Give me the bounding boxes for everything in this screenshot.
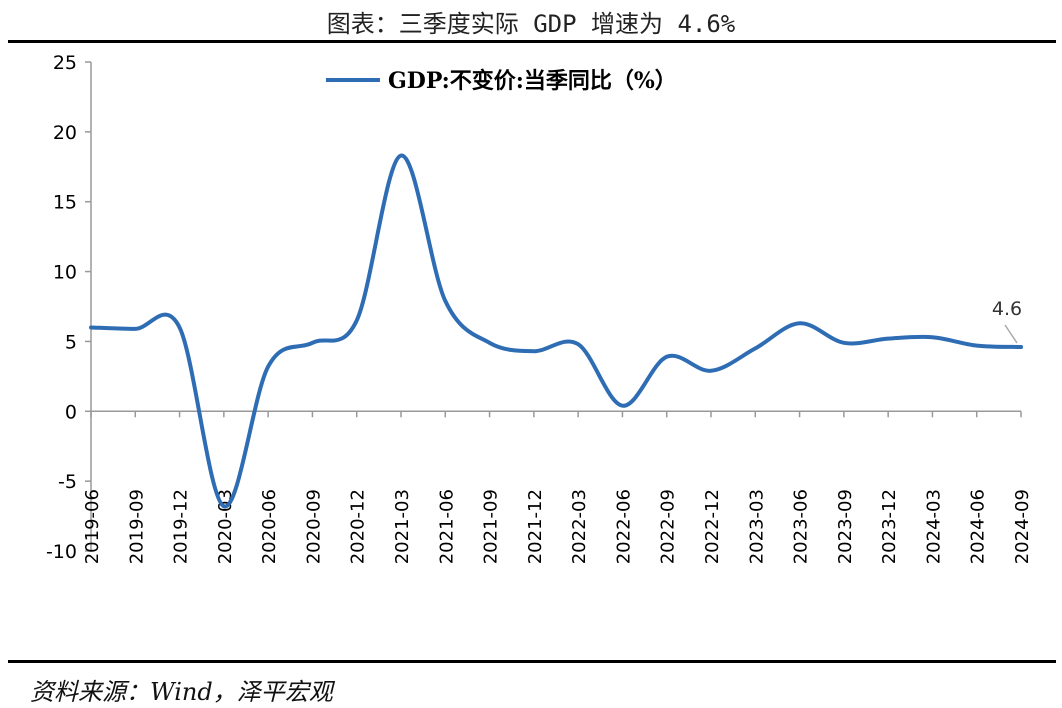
y-tick-label: 10: [53, 262, 77, 284]
series-line-gdp: [89, 153, 1023, 509]
y-tick-label: 15: [53, 192, 77, 214]
y-tick-label: 5: [65, 331, 77, 353]
x-tick-label: 2023-09: [835, 489, 856, 564]
y-axis: 25 20 15 10 5 0 -5 -10: [46, 52, 92, 563]
x-tick-label: 2022-09: [658, 489, 679, 564]
x-tick-label: 2022-03: [569, 489, 590, 564]
legend-label: GDP:不变价:当季同比（%）: [388, 68, 677, 94]
x-tick-label: 2023-03: [746, 489, 767, 564]
x-tick-label: 2021-12: [525, 489, 546, 564]
x-tick-label: 2020-06: [259, 489, 280, 564]
x-tick-label: 2024-09: [1012, 489, 1033, 564]
y-tick-label: 20: [53, 122, 77, 144]
series-layer: [89, 153, 1023, 509]
y-tick-label: 25: [53, 52, 77, 74]
x-tick-label: 2021-06: [436, 489, 457, 564]
x-tick-label: 2020-12: [348, 489, 369, 564]
x-tick-label: 2021-09: [481, 489, 502, 564]
annotation-label: 4.6: [992, 298, 1022, 320]
x-tick-label: 2024-06: [968, 489, 989, 564]
x-tick-label: 2021-03: [392, 489, 413, 564]
top-rule: [8, 40, 1056, 43]
gdp-line-chart: 25 20 15 10 5 0 -5 -10 2019-06 2019-09 2019-12 202…: [46, 52, 1033, 564]
x-tick-label: 2020-03: [215, 489, 236, 564]
source-note: 资料来源：Wind，泽平宏观: [30, 678, 333, 706]
x-tick-label: 2024-03: [923, 489, 944, 564]
y-tick-label: -10: [46, 541, 77, 563]
x-tick-label: 2023-06: [791, 489, 812, 564]
y-tick-label: 0: [65, 401, 77, 423]
x-tick-label: 2022-12: [702, 489, 723, 564]
x-tick-label: 2022-06: [613, 489, 634, 564]
x-tick-label: 2019-06: [82, 489, 103, 564]
x-tick-label: 2020-09: [303, 489, 324, 564]
legend: GDP:不变价:当季同比（%）: [326, 68, 677, 94]
chart-title: 图表：三季度实际 GDP 增速为 4.6%: [326, 10, 736, 38]
x-tick-label: 2019-09: [126, 489, 147, 564]
annotations: 4.6: [992, 298, 1022, 344]
x-tick-label: 2019-12: [171, 489, 192, 564]
y-tick-label: -5: [58, 471, 77, 493]
annotation-leader: [1004, 324, 1018, 344]
x-axis: 2019-06 2019-09 2019-12 2020-03 2020-06 2020-…: [82, 410, 1033, 564]
x-tick-label: 2023-12: [879, 489, 900, 564]
bottom-rule: [8, 660, 1056, 663]
